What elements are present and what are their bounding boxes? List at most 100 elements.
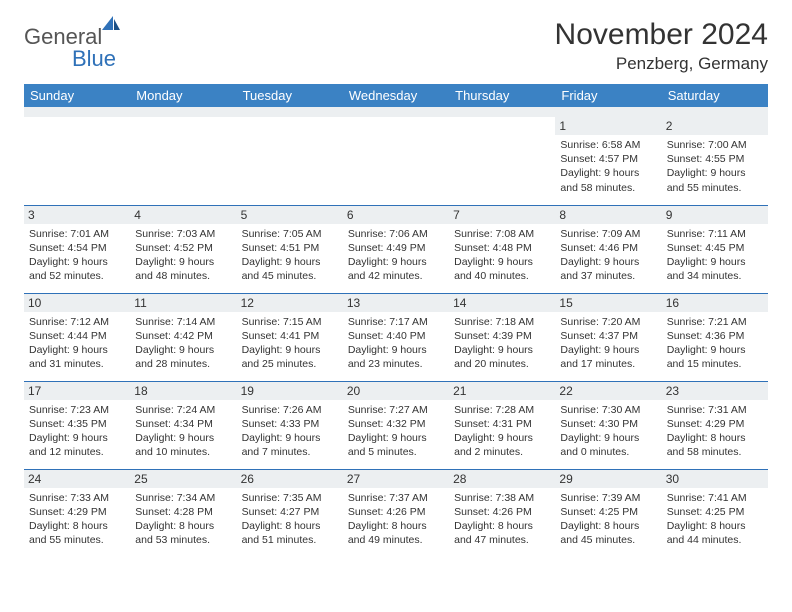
calendar-day-cell: 22Sunrise: 7:30 AMSunset: 4:30 PMDayligh… (555, 381, 661, 469)
day-number: 21 (449, 382, 555, 400)
sunrise-line: Sunrise: 7:18 AM (454, 315, 550, 329)
sunset-line: Sunset: 4:29 PM (29, 505, 125, 519)
day-number: 14 (449, 294, 555, 312)
daylight-line: Daylight: 8 hours and 53 minutes. (135, 519, 231, 547)
calendar-day-cell: 24 Sunrise: 7:33 AMSunset: 4:29 PMDayligh… (24, 469, 130, 557)
calendar-week-row: 1Sunrise: 6:58 AMSunset: 4:57 PMDaylight… (24, 117, 768, 205)
calendar-day-cell: 27Sunrise: 7:37 AMSunset: 4:26 PMDayligh… (343, 469, 449, 557)
calendar-day-cell: 4Sunrise: 7:03 AMSunset: 4:52 PMDaylight… (130, 205, 236, 293)
daylight-line: Daylight: 9 hours and 12 minutes. (29, 431, 125, 459)
calendar-day-cell: 14Sunrise: 7:18 AMSunset: 4:39 PMDayligh… (449, 293, 555, 381)
daylight-line: Daylight: 9 hours and 42 minutes. (348, 255, 444, 283)
daylight-line: Daylight: 9 hours and 58 minutes. (560, 166, 656, 194)
sunrise-line: Sunrise: 7:05 AM (242, 227, 338, 241)
calendar-day-cell: 30Sunrise: 7:41 AMSunset: 4:25 PMDayligh… (662, 469, 768, 557)
calendar-day-cell: 13Sunrise: 7:17 AMSunset: 4:40 PMDayligh… (343, 293, 449, 381)
sunrise-line: Sunrise: 7:23 AM (29, 403, 125, 417)
day-info: Sunrise: 7:33 AMSunset: 4:29 PMDaylight:… (29, 491, 125, 548)
sunrise-line: Sunrise: 7:00 AM (667, 138, 763, 152)
sunset-line: Sunset: 4:37 PM (560, 329, 656, 343)
day-info: Sunrise: 7:15 AMSunset: 4:41 PMDaylight:… (242, 315, 338, 372)
weekday-header: Thursday (449, 84, 555, 107)
daylight-line: Daylight: 9 hours and 25 minutes. (242, 343, 338, 371)
day-info: Sunrise: 7:09 AMSunset: 4:46 PMDaylight:… (560, 227, 656, 284)
calendar-week-row: 3Sunrise: 7:01 AMSunset: 4:54 PMDaylight… (24, 205, 768, 293)
calendar-week-row: 10Sunrise: 7:12 AMSunset: 4:44 PMDayligh… (24, 293, 768, 381)
day-number: 3 (24, 206, 130, 224)
sunrise-line: Sunrise: 7:20 AM (560, 315, 656, 329)
sunset-line: Sunset: 4:55 PM (667, 152, 763, 166)
sunset-line: Sunset: 4:49 PM (348, 241, 444, 255)
calendar-day-cell: 15Sunrise: 7:20 AMSunset: 4:37 PMDayligh… (555, 293, 661, 381)
location: Penzberg, Germany (555, 54, 768, 74)
day-number: 5 (237, 206, 343, 224)
calendar-empty-cell (343, 117, 449, 205)
sunset-line: Sunset: 4:28 PM (135, 505, 231, 519)
day-number: 10 (24, 294, 130, 312)
day-info: Sunrise: 7:05 AMSunset: 4:51 PMDaylight:… (242, 227, 338, 284)
sunset-line: Sunset: 4:26 PM (454, 505, 550, 519)
calendar-day-cell: 7Sunrise: 7:08 AMSunset: 4:48 PMDaylight… (449, 205, 555, 293)
calendar-day-cell: 25Sunrise: 7:34 AMSunset: 4:28 PMDayligh… (130, 469, 236, 557)
sunrise-line: Sunrise: 7:12 AM (29, 315, 125, 329)
daylight-line: Daylight: 9 hours and 52 minutes. (29, 255, 125, 283)
logo: General Blue (24, 18, 134, 72)
calendar-day-cell: 5 Sunrise: 7:05 AMSunset: 4:51 PMDaylight… (237, 205, 343, 293)
spacer-cell (237, 107, 343, 117)
daylight-line: Daylight: 9 hours and 55 minutes. (667, 166, 763, 194)
day-info: Sunrise: 7:11 AMSunset: 4:45 PMDaylight:… (667, 227, 763, 284)
daylight-line: Daylight: 9 hours and 17 minutes. (560, 343, 656, 371)
weekday-header: Sunday (24, 84, 130, 107)
day-number: 23 (662, 382, 768, 400)
day-info: Sunrise: 6:58 AMSunset: 4:57 PMDaylight:… (560, 138, 656, 195)
sunrise-line: Sunrise: 7:30 AM (560, 403, 656, 417)
daylight-line: Daylight: 8 hours and 47 minutes. (454, 519, 550, 547)
sunrise-line: Sunrise: 6:58 AM (560, 138, 656, 152)
calendar-day-cell: 23Sunrise: 7:31 AMSunset: 4:29 PMDayligh… (662, 381, 768, 469)
sunset-line: Sunset: 4:25 PM (560, 505, 656, 519)
sunrise-line: Sunrise: 7:28 AM (454, 403, 550, 417)
day-number: 24 (24, 470, 130, 488)
sunrise-line: Sunrise: 7:01 AM (29, 227, 125, 241)
calendar-day-cell: 11Sunrise: 7:14 AMSunset: 4:42 PMDayligh… (130, 293, 236, 381)
daylight-line: Daylight: 9 hours and 7 minutes. (242, 431, 338, 459)
calendar-day-cell: 18Sunrise: 7:24 AMSunset: 4:34 PMDayligh… (130, 381, 236, 469)
sunrise-line: Sunrise: 7:38 AM (454, 491, 550, 505)
day-info: Sunrise: 7:23 AMSunset: 4:35 PMDaylight:… (29, 403, 125, 460)
day-number: 11 (130, 294, 236, 312)
daylight-line: Daylight: 9 hours and 15 minutes. (667, 343, 763, 371)
weekday-header: Wednesday (343, 84, 449, 107)
calendar-empty-cell (24, 117, 130, 205)
sunrise-line: Sunrise: 7:09 AM (560, 227, 656, 241)
calendar-day-cell: 29Sunrise: 7:39 AMSunset: 4:25 PMDayligh… (555, 469, 661, 557)
calendar-empty-cell (237, 117, 343, 205)
sunset-line: Sunset: 4:39 PM (454, 329, 550, 343)
day-number: 25 (130, 470, 236, 488)
sunrise-line: Sunrise: 7:08 AM (454, 227, 550, 241)
day-number: 19 (237, 382, 343, 400)
title-block: November 2024 Penzberg, Germany (555, 18, 768, 74)
daylight-line: Daylight: 8 hours and 44 minutes. (667, 519, 763, 547)
daylight-line: Daylight: 9 hours and 2 minutes. (454, 431, 550, 459)
calendar-day-cell: 28Sunrise: 7:38 AMSunset: 4:26 PMDayligh… (449, 469, 555, 557)
daylight-line: Daylight: 9 hours and 10 minutes. (135, 431, 231, 459)
calendar-day-cell: 16Sunrise: 7:21 AMSunset: 4:36 PMDayligh… (662, 293, 768, 381)
calendar-day-cell: 10Sunrise: 7:12 AMSunset: 4:44 PMDayligh… (24, 293, 130, 381)
weekday-header: Friday (555, 84, 661, 107)
sunset-line: Sunset: 4:45 PM (667, 241, 763, 255)
spacer-cell (24, 107, 130, 117)
day-info: Sunrise: 7:28 AMSunset: 4:31 PMDaylight:… (454, 403, 550, 460)
calendar-day-cell: 19Sunrise: 7:26 AMSunset: 4:33 PMDayligh… (237, 381, 343, 469)
sunrise-line: Sunrise: 7:17 AM (348, 315, 444, 329)
calendar-day-cell: 3Sunrise: 7:01 AMSunset: 4:54 PMDaylight… (24, 205, 130, 293)
sunrise-line: Sunrise: 7:21 AM (667, 315, 763, 329)
daylight-line: Daylight: 9 hours and 28 minutes. (135, 343, 231, 371)
day-info: Sunrise: 7:41 AMSunset: 4:25 PMDaylight:… (667, 491, 763, 548)
day-info: Sunrise: 7:30 AMSunset: 4:30 PMDaylight:… (560, 403, 656, 460)
sunset-line: Sunset: 4:48 PM (454, 241, 550, 255)
weekday-header: Saturday (662, 84, 768, 107)
day-number: 20 (343, 382, 449, 400)
sunset-line: Sunset: 4:32 PM (348, 417, 444, 431)
day-number: 13 (343, 294, 449, 312)
day-number: 29 (555, 470, 661, 488)
